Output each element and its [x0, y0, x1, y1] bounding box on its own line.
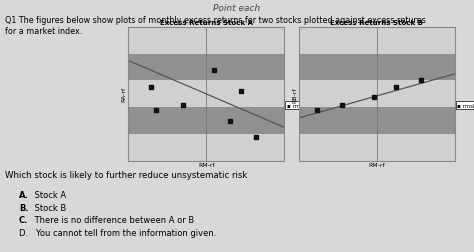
Point [417, 79, 424, 83]
Bar [299, 54, 455, 81]
Bar [128, 54, 284, 81]
Bar [128, 108, 284, 135]
Point [152, 109, 160, 113]
Point [253, 135, 260, 139]
Title: Excess Returns Stock B: Excess Returns Stock B [330, 20, 423, 26]
Bar [299, 135, 455, 161]
Bar [299, 81, 455, 108]
Text: Stock B: Stock B [32, 203, 66, 212]
Text: A.: A. [19, 190, 29, 199]
X-axis label: RM-rf: RM-rf [198, 163, 215, 168]
Y-axis label: RB-rf: RB-rf [292, 87, 297, 102]
Text: Stock A: Stock A [32, 190, 66, 199]
Bar [299, 108, 455, 135]
Y-axis label: RA-rf: RA-rf [122, 87, 127, 102]
Point [179, 103, 186, 107]
Point [314, 109, 321, 113]
Point [237, 90, 245, 94]
Text: Q1 The figures below show plots of monthly excess returns for two stocks plotted: Q1 The figures below show plots of month… [5, 16, 426, 25]
Point [392, 86, 400, 90]
Text: ▪ rmsl: ▪ rmsl [457, 103, 474, 108]
Text: Point each: Point each [213, 4, 261, 13]
Text: ▪ rmsl: ▪ rmsl [287, 103, 304, 108]
Text: D.   You cannot tell from the information given.: D. You cannot tell from the information … [19, 228, 216, 237]
Text: for a market index.: for a market index. [5, 26, 82, 36]
Title: Excess Returns Stock A: Excess Returns Stock A [160, 20, 253, 26]
Point [226, 119, 233, 123]
Bar [128, 81, 284, 108]
Point [370, 95, 377, 99]
Bar [299, 28, 455, 54]
Text: B.: B. [19, 203, 28, 212]
Text: There is no difference between A or B: There is no difference between A or B [32, 215, 194, 225]
X-axis label: RM-rf: RM-rf [368, 163, 385, 168]
Point [148, 86, 155, 90]
Bar [128, 28, 284, 54]
Point [210, 69, 218, 73]
Text: Which stock is likely to further reduce unsystematic risk: Which stock is likely to further reduce … [5, 170, 247, 179]
Bar [128, 135, 284, 161]
Point [338, 103, 346, 107]
Text: C.: C. [19, 215, 28, 225]
